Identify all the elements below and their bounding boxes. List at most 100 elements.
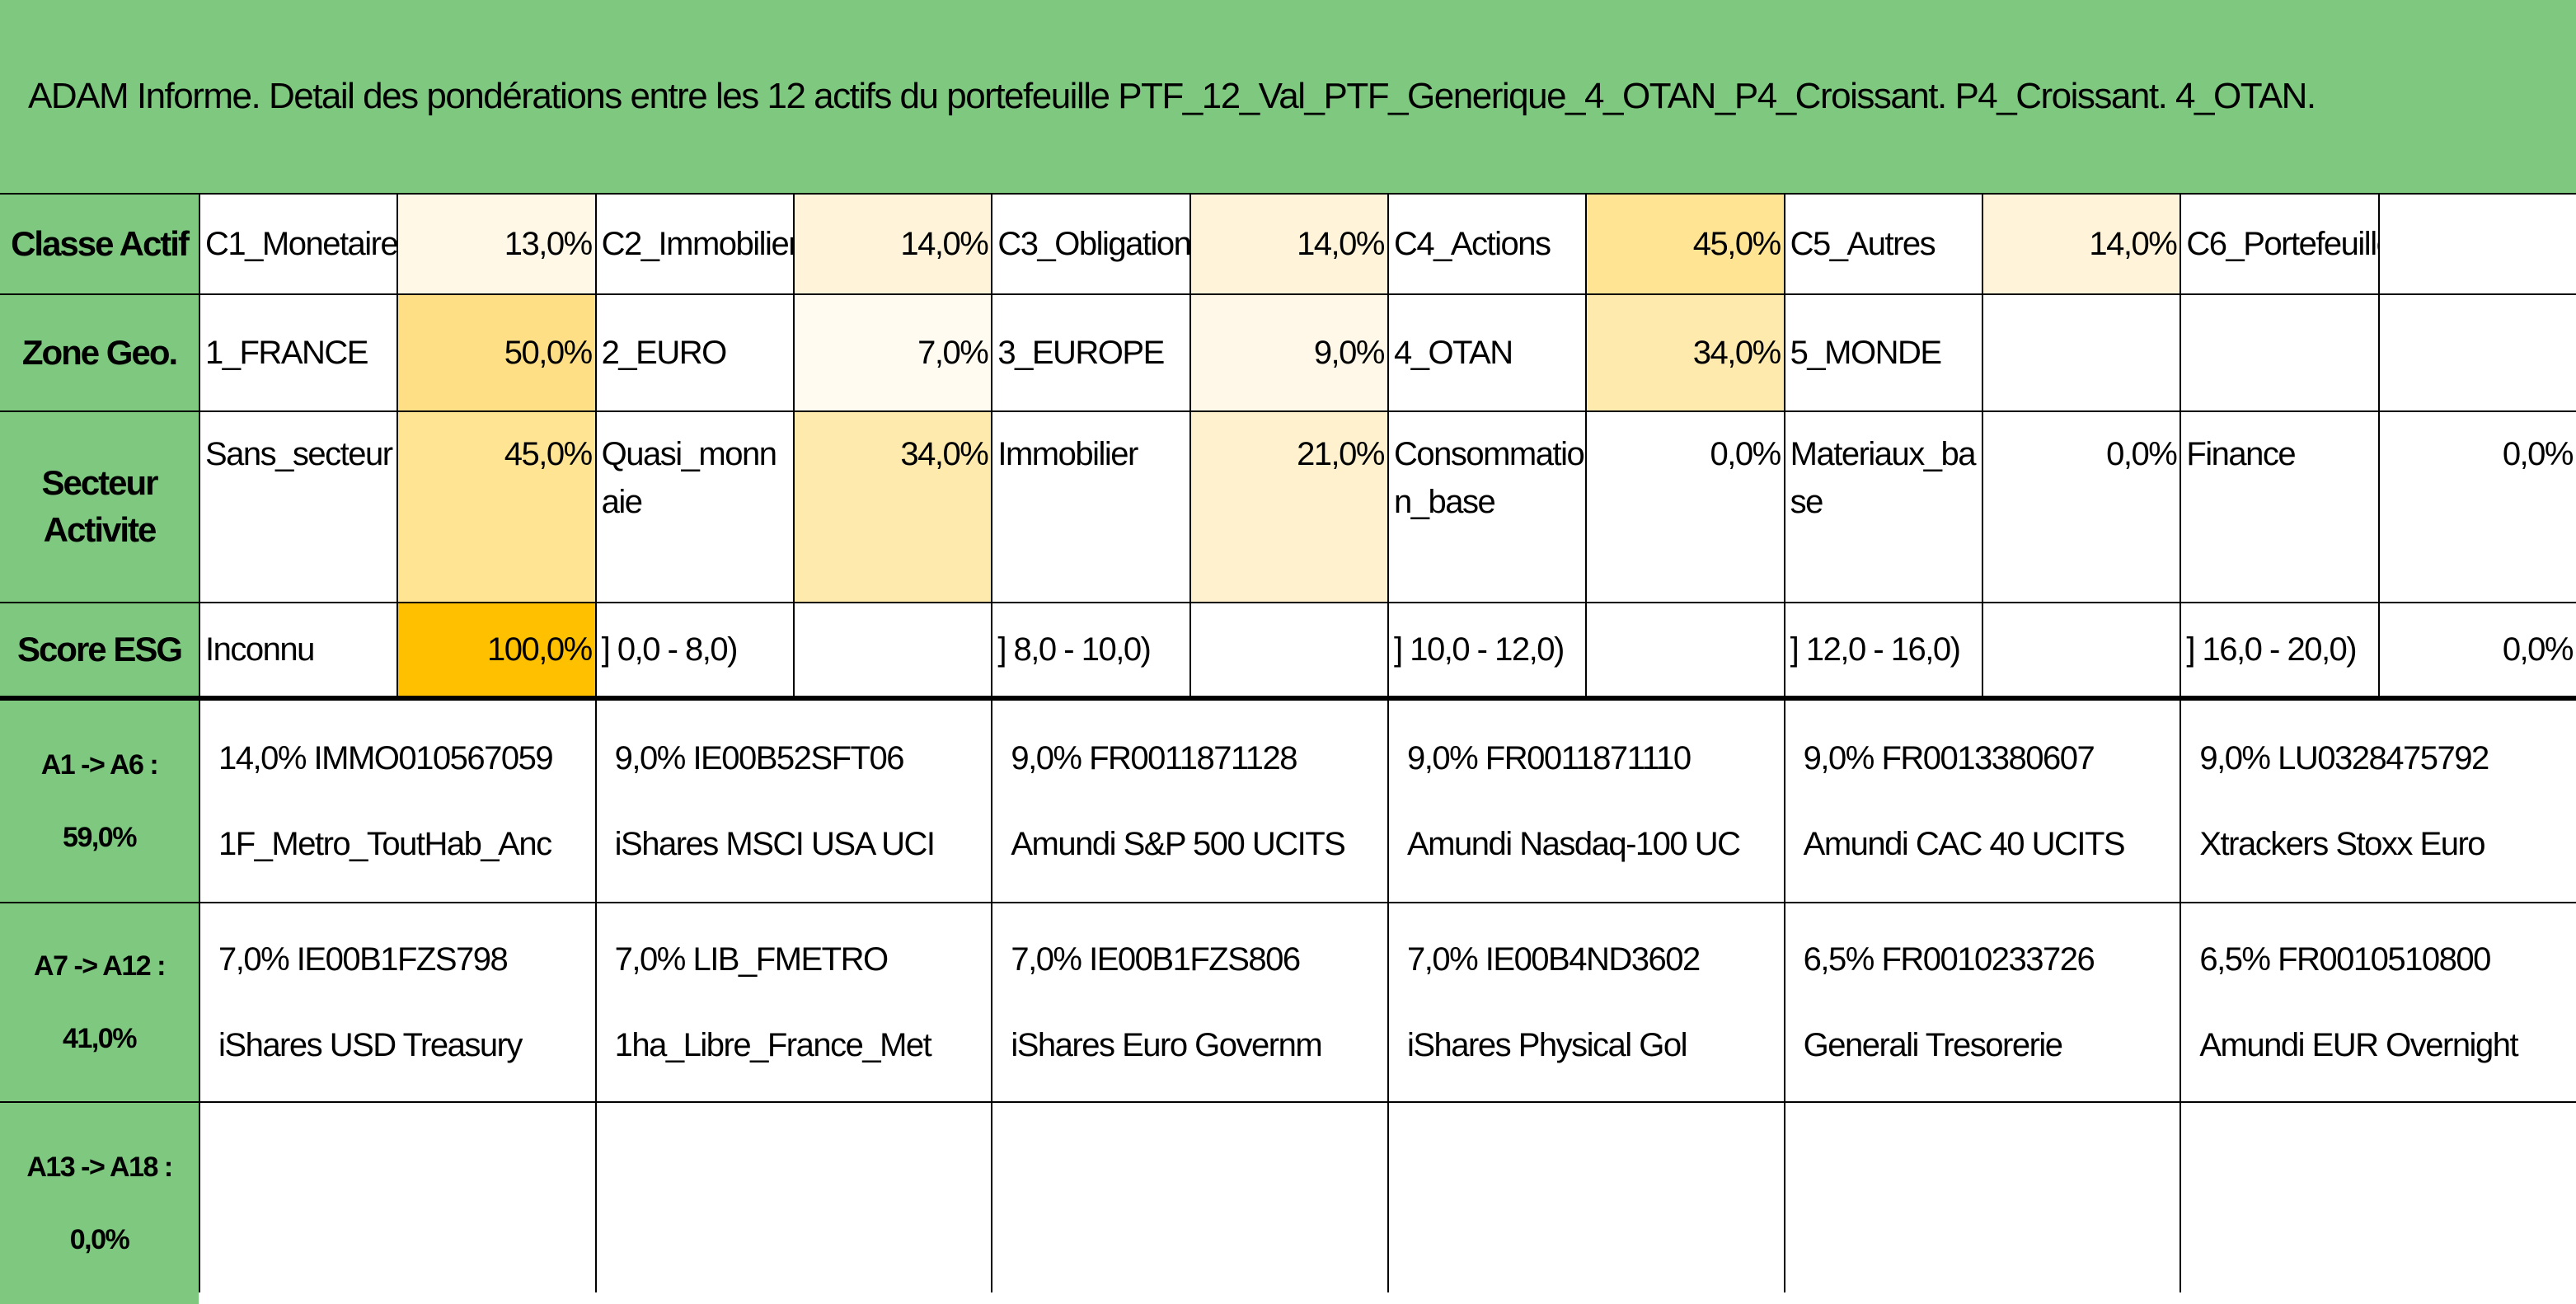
asset-name: Amundi EUR Overnight [2199,1027,2518,1063]
weight-value [794,603,992,699]
group-total: 0,0% [69,1224,130,1255]
category-name: Consommation_base [1388,412,1586,602]
asset-cell: 14,0% IMMO010567059 1F_Metro_ToutHab_Anc [200,701,595,902]
asset-weight-isin: 9,0% FR0013380607 [1803,740,2095,776]
asset-cell [596,1103,992,1304]
asset-weight-isin: 7,0% IE00B1FZS798 [218,941,509,978]
weight-value: 21,0% [1190,412,1387,602]
category-name: Inconnu [200,603,397,699]
asset-weight-isin: 9,0% LU0328475792 [2199,740,2489,776]
category-name: 1_FRANCE [200,295,397,410]
category-name: ] 12,0 - 16,0) [1785,603,1982,699]
weight-value [1982,603,2180,699]
weight-value: 50,0% [398,295,595,410]
asset-cell [2181,1103,2576,1304]
asset-weight-isin: 7,0% LIB_FMETRO [614,941,889,978]
asset-name: iShares Euro Governm [1011,1027,1322,1063]
category-name: 4_OTAN [1388,295,1586,410]
category-name: C4_Actions [1388,195,1586,293]
weight-value: 34,0% [1587,295,1784,410]
group-range: A7 -> A12 : [34,950,166,982]
report-title: ADAM Informe. Detail des pondérations en… [0,0,2576,193]
weight-value: 14,0% [1982,195,2180,293]
asset-group-label: A13 -> A18 : 0,0% [0,1103,199,1304]
weight-value: 0,0% [2379,412,2576,602]
weight-value: 9,0% [1190,295,1387,410]
weight-value: 14,0% [1190,195,1387,293]
row-label: Secteur Activite [0,412,199,602]
weight-value [2379,195,2576,293]
asset-name: 1F_Metro_ToutHab_Anc [218,826,552,862]
category-name: Materiaux_base [1785,412,1982,602]
weight-value: 13,0% [398,195,595,293]
category-name: ] 10,0 - 12,0) [1388,603,1586,699]
asset-cell: 7,0% LIB_FMETRO 1ha_Libre_France_Met [596,903,992,1101]
asset-weight-isin: 14,0% IMMO010567059 [218,740,554,776]
group-range: A1 -> A6 : [40,748,159,781]
category-name: C1_Monetaire [200,195,397,293]
weight-value: 45,0% [1587,195,1784,293]
weight-value [1982,295,2180,410]
category-name: ] 16,0 - 20,0) [2181,603,2378,699]
weight-value: 14,0% [794,195,992,293]
weight-value [2379,295,2576,410]
asset-cell [1388,1103,1784,1304]
asset-weight-isin: 7,0% IE00B4ND3602 [1406,941,1701,978]
asset-name: Xtrackers Stoxx Euro [2199,826,2485,862]
category-name: Immobilier [992,412,1189,602]
category-name: ] 0,0 - 8,0) [596,603,793,699]
asset-name: 1ha_Libre_France_Met [614,1027,932,1063]
asset-name: Generali Tresorerie [1803,1027,2063,1063]
asset-weight-isin: 7,0% IE00B1FZS806 [1011,941,1301,978]
category-name: 5_MONDE [1785,295,1982,410]
asset-cell: 9,0% FR0011871110 Amundi Nasdaq-100 UC [1388,701,1784,902]
category-name: C5_Autres [1785,195,1982,293]
asset-cell: 6,5% FR0010510800 Amundi EUR Overnight [2181,903,2576,1101]
group-range: A13 -> A18 : [26,1151,173,1183]
asset-cell: 9,0% FR0013380607 Amundi CAC 40 UCITS [1785,701,2180,902]
asset-name: Amundi Nasdaq-100 UC [1406,826,1741,862]
weight-value: 45,0% [398,412,595,602]
weight-value [1587,603,1784,699]
asset-cell: 7,0% IE00B4ND3602 iShares Physical Gol [1388,903,1784,1101]
asset-group-label: A1 -> A6 : 59,0% [0,701,199,902]
category-name: Sans_secteur [200,412,397,602]
category-name: Finance [2181,412,2378,602]
category-name: 2_EURO [596,295,793,410]
category-name: 3_EUROPE [992,295,1189,410]
weight-value [1190,603,1387,699]
asset-weight-isin: 9,0% FR0011871110 [1406,740,1692,776]
group-total: 59,0% [63,822,137,853]
group-total: 41,0% [63,1023,137,1054]
asset-name: iShares USD Treasury [218,1027,523,1063]
weight-value: 0,0% [2379,603,2576,699]
category-name: C6_Portefeuille [2181,195,2378,293]
weight-value: 0,0% [1982,412,2180,602]
asset-weight-isin: 6,5% FR0010233726 [1803,941,2095,978]
asset-cell: 7,0% IE00B1FZS798 iShares USD Treasury [200,903,595,1101]
asset-weight-isin: 9,0% IE00B52SFT06 [614,740,905,776]
weight-value: 34,0% [794,412,992,602]
asset-weight-isin: 6,5% FR0010510800 [2199,941,2491,978]
row-label: Zone Geo. [0,295,199,410]
weight-value: 0,0% [1587,412,1784,602]
asset-cell [992,1103,1387,1304]
category-name [2181,295,2378,410]
asset-cell: 9,0% IE00B52SFT06 iShares MSCI USA UCI [596,701,992,902]
asset-name: iShares MSCI USA UCI [614,826,936,862]
asset-cell: 6,5% FR0010233726 Generali Tresorerie [1785,903,2180,1101]
weight-value: 100,0% [398,603,595,699]
asset-weight-isin: 9,0% FR0011871128 [1011,740,1297,776]
category-name: ] 8,0 - 10,0) [992,603,1189,699]
asset-cell: 7,0% IE00B1FZS806 iShares Euro Governm [992,903,1387,1101]
category-name: Quasi_monnaie [596,412,793,602]
asset-cell: 9,0% LU0328475792 Xtrackers Stoxx Euro [2181,701,2576,902]
weight-value: 7,0% [794,295,992,410]
asset-name: iShares Physical Gol [1406,1027,1688,1063]
asset-cell: 9,0% FR0011871128 Amundi S&P 500 UCITS [992,701,1387,902]
asset-group-label: A7 -> A12 : 41,0% [0,903,199,1101]
category-name: C2_Immobilier [596,195,793,293]
asset-cell [1785,1103,2180,1304]
asset-name: Amundi CAC 40 UCITS [1803,826,2126,862]
